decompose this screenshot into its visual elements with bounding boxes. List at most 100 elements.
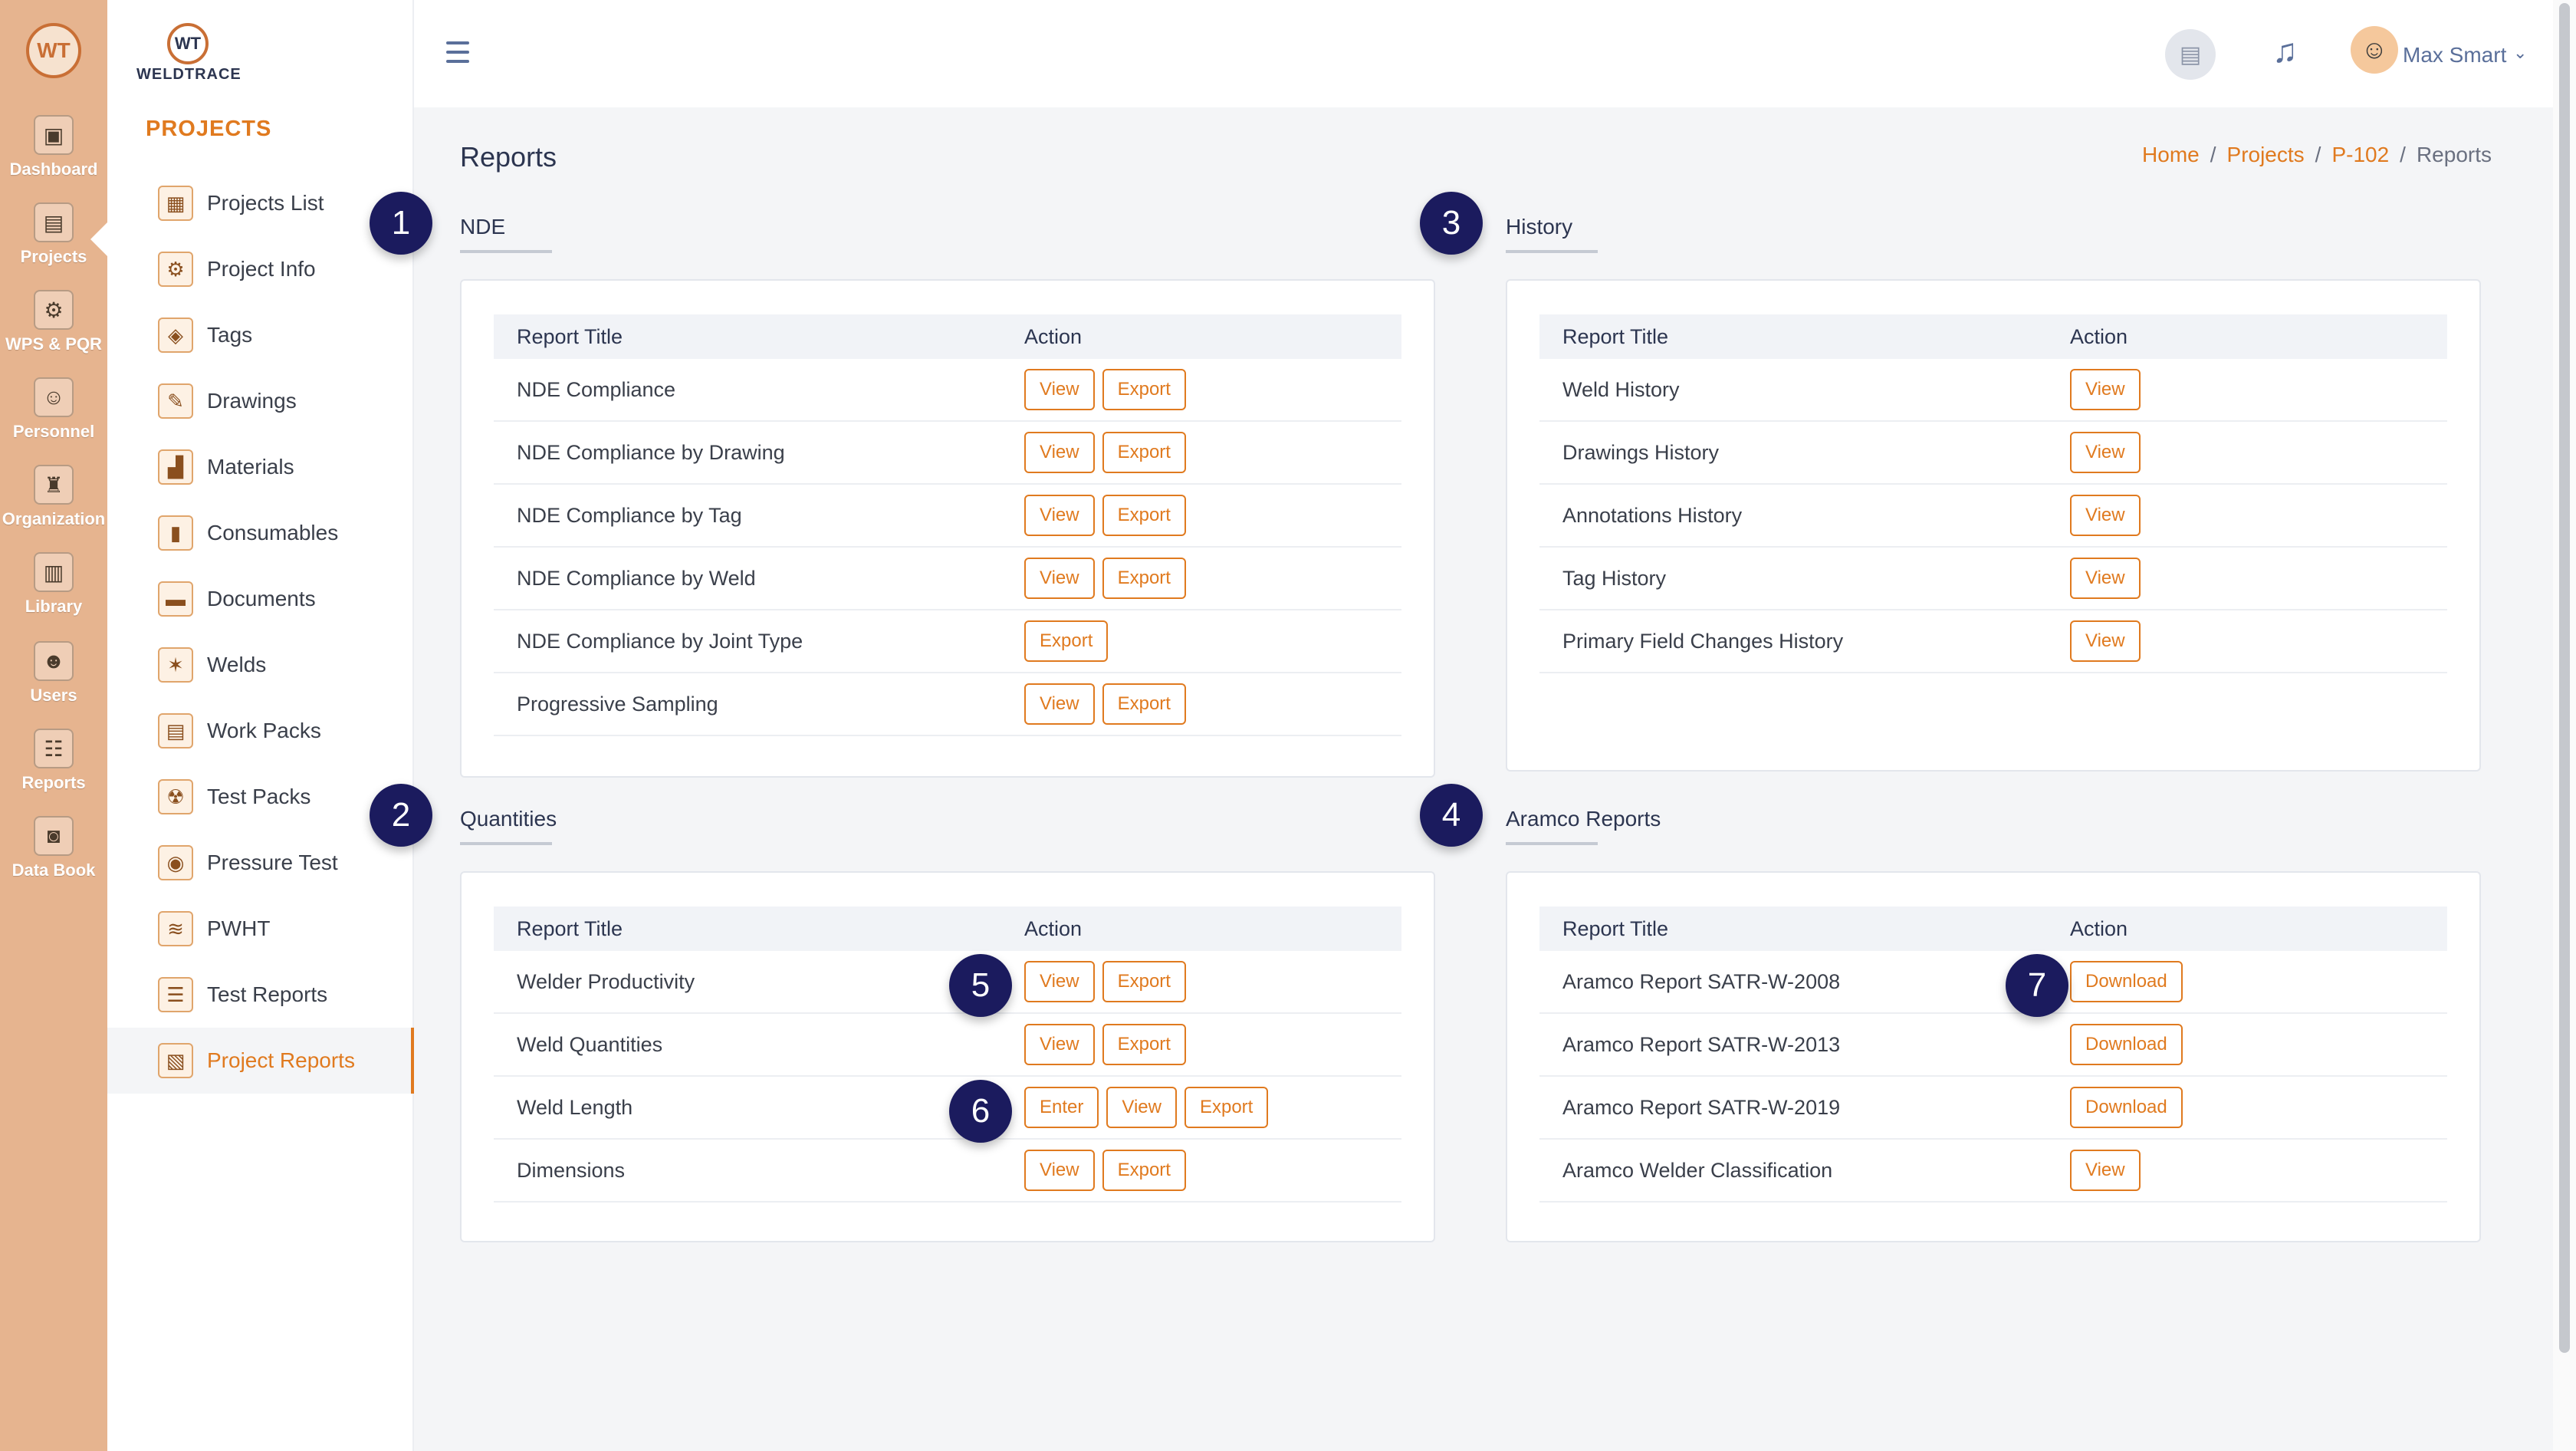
- app-logo-icon[interactable]: WT: [26, 23, 81, 78]
- user-name[interactable]: Max Smart: [2403, 43, 2507, 67]
- view-button[interactable]: View: [2070, 1150, 2141, 1191]
- view-button[interactable]: View: [1024, 558, 1095, 599]
- rail-item-library[interactable]: ▥ Library: [0, 552, 107, 637]
- export-button[interactable]: Export: [1102, 1150, 1186, 1191]
- report-title: Weld History: [1562, 377, 1680, 401]
- view-button[interactable]: View: [1024, 1024, 1095, 1065]
- sidebar-item-consumables[interactable]: ▮ Consumables: [107, 500, 414, 566]
- export-button[interactable]: Export: [1024, 620, 1109, 662]
- rail-item-dashboard[interactable]: ▣ Dashboard: [0, 115, 107, 199]
- view-button[interactable]: View: [1024, 369, 1095, 410]
- rail-item-label: Data Book: [12, 860, 96, 880]
- export-button[interactable]: Export: [1102, 495, 1186, 536]
- sidebar-item-welds[interactable]: ✶ Welds: [107, 632, 414, 698]
- sidebar-item-project-reports[interactable]: ▧ Project Reports: [107, 1028, 414, 1094]
- bell-icon[interactable]: ♫: [2272, 32, 2298, 70]
- rail-item-reports[interactable]: ☷ Reports: [0, 729, 107, 813]
- sidebar-item-drawings[interactable]: ✎ Drawings: [107, 368, 414, 434]
- view-button[interactable]: View: [1024, 495, 1095, 536]
- row-actions: View Export: [1024, 961, 1186, 1002]
- scrollbar-thumb[interactable]: [2559, 3, 2570, 1353]
- tag-icon: ◈: [158, 318, 193, 353]
- view-button[interactable]: View: [2070, 558, 2141, 599]
- enter-button[interactable]: Enter: [1024, 1087, 1099, 1128]
- table-row: Aramco Report SATR-W-2008 Download: [1539, 951, 2447, 1014]
- view-button[interactable]: View: [1024, 1150, 1095, 1191]
- table-row: Drawings History View: [1539, 422, 2447, 485]
- sidebar-item-label: Drawings: [207, 389, 297, 413]
- rail-item-label: Personnel: [12, 422, 95, 441]
- table-header: Report Title Action: [494, 906, 1401, 951]
- materials-icon: ▟: [158, 449, 193, 485]
- view-button[interactable]: View: [2070, 432, 2141, 473]
- data-book-icon: ◙: [34, 816, 74, 856]
- callout-badge-6: 6: [949, 1080, 1012, 1143]
- sidebar-item-label: PWHT: [207, 916, 271, 940]
- sidebar-item-label: Consumables: [207, 521, 339, 545]
- icon-rail: WT ▣ Dashboard ▤ Projects ⚙ WPS & PQR ☺ Personn…: [0, 0, 107, 1451]
- row-actions: View Export: [1024, 1150, 1186, 1191]
- breadcrumb-home[interactable]: Home: [2142, 143, 2200, 166]
- export-button[interactable]: Export: [1102, 369, 1186, 410]
- rail-item-organization[interactable]: ♜ Organization: [0, 465, 107, 549]
- callout-badge-5: 5: [949, 954, 1012, 1017]
- rail-item-personnel[interactable]: ☺ Personnel: [0, 377, 107, 462]
- sidebar-item-pressure-test[interactable]: ◉ Pressure Test: [107, 830, 414, 896]
- table-row: Welder Productivity View Export: [494, 951, 1401, 1014]
- sidebar-item-pwht[interactable]: ≋ PWHT: [107, 896, 414, 962]
- view-button[interactable]: View: [1024, 432, 1095, 473]
- sidebar-item-documents[interactable]: ▬ Documents: [107, 566, 414, 632]
- row-actions: Download: [2070, 1087, 2183, 1128]
- chevron-down-icon[interactable]: ⌄: [2513, 43, 2528, 62]
- project-reports-icon: ▧: [158, 1043, 193, 1078]
- report-title: Drawings History: [1562, 440, 1720, 464]
- avatar[interactable]: ☺: [2351, 26, 2398, 74]
- sidebar-item-test-reports[interactable]: ☰ Test Reports: [107, 962, 414, 1028]
- sidebar-item-projects-list[interactable]: ▦ Projects List: [107, 170, 414, 236]
- folder-gear-icon: ▤: [34, 202, 74, 242]
- row-actions: View: [2070, 495, 2141, 536]
- report-title: Aramco Welder Classification: [1562, 1158, 1833, 1182]
- table-row: NDE Compliance by Joint Type Export: [494, 610, 1401, 673]
- export-button[interactable]: Export: [1102, 961, 1186, 1002]
- export-button[interactable]: Export: [1184, 1087, 1269, 1128]
- brand-logo[interactable]: WT WELDTRACE: [136, 23, 244, 84]
- download-button[interactable]: Download: [2070, 1087, 2183, 1128]
- rail-item-wps-pqr[interactable]: ⚙ WPS & PQR: [0, 290, 107, 374]
- menu-toggle-icon[interactable]: [446, 41, 469, 63]
- page-scrollbar[interactable]: [2553, 0, 2576, 1451]
- reports-icon: ☷: [34, 729, 74, 768]
- column-header-action: Action: [1024, 324, 1083, 348]
- row-actions: View Export: [1024, 683, 1186, 725]
- breadcrumb-project[interactable]: P-102: [2331, 143, 2390, 166]
- view-button[interactable]: View: [1024, 961, 1095, 1002]
- sidebar-item-tags[interactable]: ◈ Tags: [107, 302, 414, 368]
- rail-item-users[interactable]: ☻ Users: [0, 641, 107, 726]
- sidebar-item-work-packs[interactable]: ▤ Work Packs: [107, 698, 414, 764]
- rail-item-projects[interactable]: ▤ Projects: [0, 202, 107, 287]
- export-button[interactable]: Export: [1102, 1024, 1186, 1065]
- sidebar-item-project-info[interactable]: ⚙ Project Info: [107, 236, 414, 302]
- download-button[interactable]: Download: [2070, 1024, 2183, 1065]
- view-button[interactable]: View: [2070, 495, 2141, 536]
- export-button[interactable]: Export: [1102, 432, 1186, 473]
- history-table: Report Title Action Weld History View Drawin…: [1539, 314, 2447, 673]
- row-actions: Enter View Export: [1024, 1087, 1269, 1128]
- row-actions: View: [2070, 1150, 2141, 1191]
- export-button[interactable]: Export: [1102, 683, 1186, 725]
- sidebar-item-materials[interactable]: ▟ Materials: [107, 434, 414, 500]
- export-button[interactable]: Export: [1102, 558, 1186, 599]
- projects-list-icon: ▦: [158, 186, 193, 221]
- row-actions: View: [2070, 620, 2141, 662]
- breadcrumb-projects[interactable]: Projects: [2226, 143, 2305, 166]
- weldtrace-logo-icon: WT: [167, 23, 209, 64]
- view-button[interactable]: View: [1106, 1087, 1177, 1128]
- download-button[interactable]: Download: [2070, 961, 2183, 1002]
- pwht-icon: ≋: [158, 911, 193, 946]
- rail-item-data-book[interactable]: ◙ Data Book: [0, 816, 107, 900]
- view-button[interactable]: View: [1024, 683, 1095, 725]
- view-button[interactable]: View: [2070, 620, 2141, 662]
- book-icon[interactable]: ▤: [2165, 29, 2216, 80]
- view-button[interactable]: View: [2070, 369, 2141, 410]
- sidebar-item-test-packs[interactable]: ☢ Test Packs: [107, 764, 414, 830]
